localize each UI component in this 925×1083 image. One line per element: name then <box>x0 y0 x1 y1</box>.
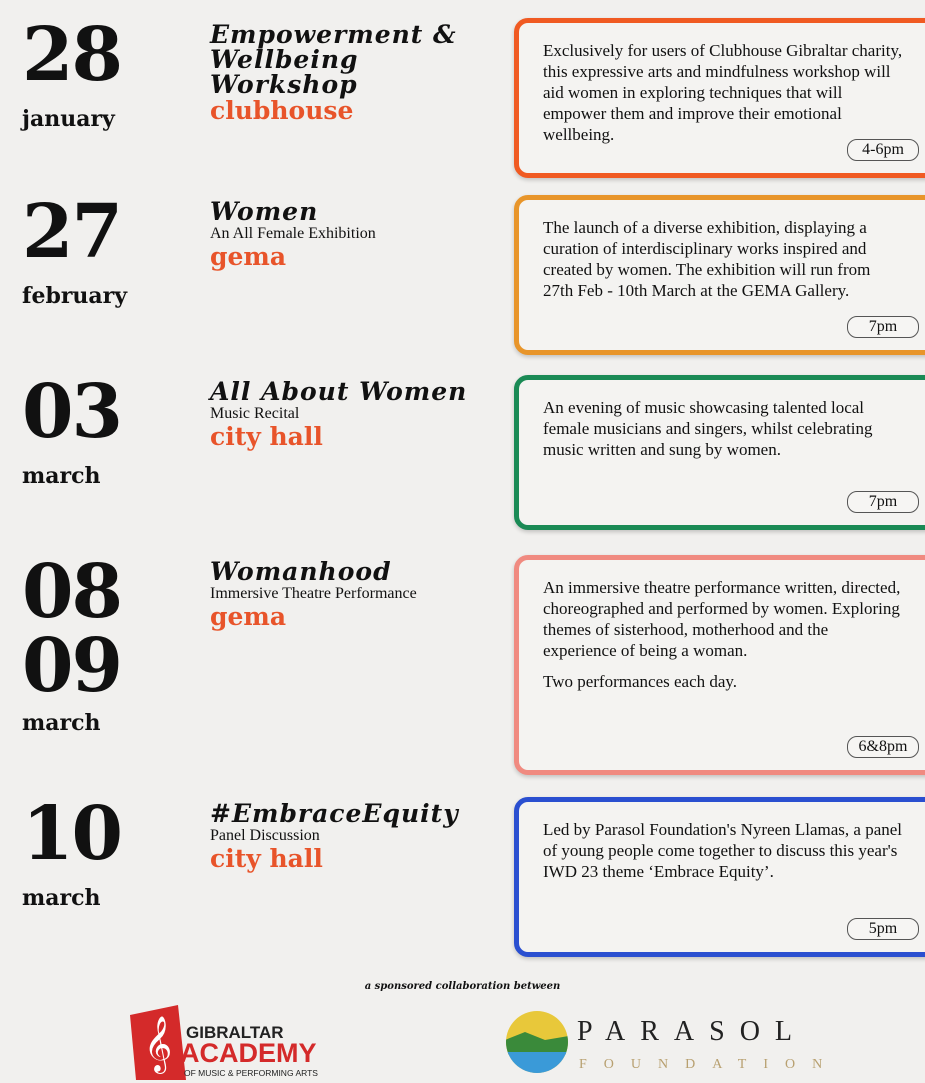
svg-text:FOUNDATION: FOUNDATION <box>579 1057 839 1072</box>
event-time-badge: 4-6pm <box>847 139 919 161</box>
event-description: An immersive theatre performance written… <box>543 578 901 660</box>
event-description-box: Exclusively for users of Clubhouse Gibra… <box>514 18 925 178</box>
event-subtitle: Immersive Theatre Performance <box>210 585 417 602</box>
event-subtitle: Music Recital <box>210 405 300 422</box>
svg-text:𝄞: 𝄞 <box>144 1016 172 1074</box>
event-month: february <box>22 283 128 309</box>
event-day: 08 <box>22 549 123 635</box>
event-title: Empowerment & Wellbeing Workshop <box>210 20 457 99</box>
event-description: Led by Parasol Foundation's Nyreen Llama… <box>543 820 903 881</box>
parasol-foundation-logo: PARASOL FOUNDATION <box>506 1011 839 1073</box>
event-description-box: The launch of a diverse exhibition, disp… <box>514 195 925 355</box>
event-description-box: An immersive theatre performance written… <box>514 555 925 775</box>
event-time-badge: 7pm <box>847 316 919 338</box>
event-day: 28 <box>22 12 123 98</box>
event-time-badge: 6&8pm <box>847 736 919 758</box>
event-title: Womanhood <box>210 557 392 586</box>
event-title: #EmbraceEquity <box>210 799 459 828</box>
event-title: All About Women <box>210 377 468 406</box>
event-venue: gema <box>210 602 287 631</box>
event-month: march <box>22 463 101 489</box>
event-description: Two performances each day. <box>543 672 738 691</box>
event-time-badge: 5pm <box>847 918 919 940</box>
gibraltar-academy-logo: 𝄞 GIBRALTAR ACADEMY OF MUSIC & PERFORMIN… <box>130 1005 318 1080</box>
event-subtitle: Panel Discussion <box>210 827 320 844</box>
svg-text:GIBRALTAR: GIBRALTAR <box>186 1023 284 1042</box>
event-venue: gema <box>210 242 287 271</box>
sponsor-caption: a sponsored collaboration between <box>364 981 561 992</box>
event-venue: city hall <box>210 844 323 873</box>
event-venue: city hall <box>210 422 323 451</box>
svg-text:PARASOL: PARASOL <box>577 1016 807 1047</box>
event-description: Exclusively for users of Clubhouse Gibra… <box>543 41 903 144</box>
event-description-box: An evening of music showcasing talented … <box>514 375 925 530</box>
event-day-2: 09 <box>22 623 123 709</box>
event-month: march <box>22 710 101 736</box>
event-subtitle: An All Female Exhibition <box>210 225 376 242</box>
event-day: 03 <box>22 369 123 455</box>
svg-text:OF MUSIC & PERFORMING ARTS: OF MUSIC & PERFORMING ARTS <box>184 1068 318 1078</box>
event-month: march <box>22 885 101 911</box>
svg-text:ACADEMY: ACADEMY <box>180 1038 317 1068</box>
event-day: 10 <box>22 791 123 877</box>
event-description-box: Led by Parasol Foundation's Nyreen Llama… <box>514 797 925 957</box>
event-description: The launch of a diverse exhibition, disp… <box>543 218 871 300</box>
event-description: An evening of music showcasing talented … <box>543 398 873 459</box>
event-time-badge: 7pm <box>847 491 919 513</box>
event-month: january <box>22 106 115 132</box>
event-venue: clubhouse <box>210 96 354 125</box>
event-day: 27 <box>22 189 123 275</box>
event-title: Women <box>210 197 319 226</box>
